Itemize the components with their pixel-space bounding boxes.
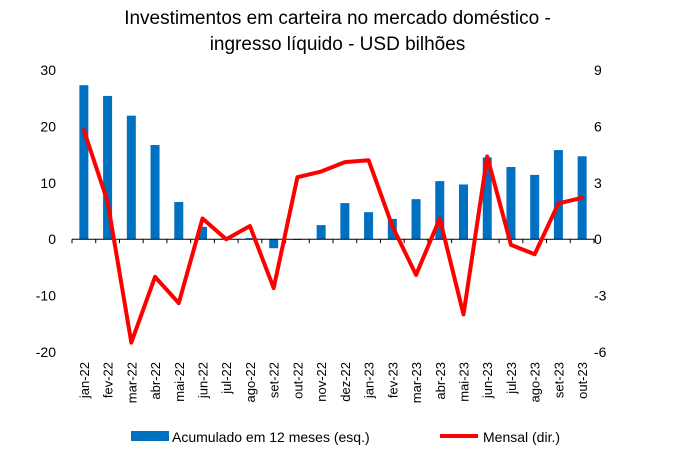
x-tick-label-mar-23: mar-23 — [409, 362, 424, 403]
bar-mai-23 — [459, 184, 468, 240]
right-tick-label: 6 — [594, 118, 602, 134]
chart-title-line2: ingresso líquido - USD bilhões — [209, 34, 466, 55]
x-tick-label-mai-23: mai-23 — [457, 362, 472, 402]
chart-title: Investimentos em carteira no mercado dom… — [0, 6, 675, 58]
x-tick-label-fev-22: fev-22 — [101, 362, 116, 398]
x-tick-label-abr-23: abr-23 — [433, 362, 448, 400]
bar-mai-22 — [174, 201, 184, 240]
legend-bar-label: Acumulado em 12 meses (esq.) — [172, 429, 370, 445]
bar-jun-23 — [482, 157, 492, 240]
left-axis-ticks: 30 20 10 0 -10 -20 — [36, 62, 56, 360]
bar-ago-22 — [245, 238, 255, 240]
right-tick-label: 3 — [594, 175, 602, 191]
x-axis-ticks: jan-22 fev-22 mar-22 abr-22 mai-22 jun-22 jul-… — [77, 362, 590, 403]
bar-jun-22 — [198, 226, 207, 240]
bar-jan-22 — [79, 85, 89, 240]
chart-title-line1: Investimentos em carteira no mercado dom… — [124, 8, 551, 29]
x-tick-label-out-23: out-23 — [575, 362, 590, 399]
x-tick-label-jul-23: jul-23 — [504, 362, 519, 395]
legend: Acumulado em 12 meses (esq.) Mensal (dir… — [131, 429, 560, 445]
x-tick-label-jul-22: jul-22 — [219, 362, 234, 395]
bar-jan-23 — [364, 212, 374, 240]
bar-nov-22 — [316, 225, 326, 240]
left-tick-label: -20 — [36, 344, 56, 360]
left-tick-label: -10 — [36, 288, 56, 304]
x-tick-label-fev-23: fev-23 — [385, 362, 400, 398]
x-tick-label-mai-22: mai-22 — [172, 362, 187, 402]
zero-line-layer — [71, 238, 595, 244]
bar-jul-23 — [506, 167, 516, 240]
x-tick-label-jun-23: jun-23 — [480, 362, 495, 399]
right-tick-label: -3 — [594, 288, 607, 304]
left-tick-label: 20 — [40, 118, 56, 134]
x-tick-label-mar-22: mar-22 — [124, 362, 139, 403]
left-tick-label: 10 — [40, 175, 56, 191]
line-series-mensal — [81, 128, 585, 345]
bar-fev-22 — [103, 95, 113, 240]
right-tick-label: 0 — [594, 231, 602, 247]
bar-mar-23 — [411, 199, 421, 240]
x-tick-label-nov-22: nov-22 — [314, 362, 329, 402]
line-layer — [81, 128, 585, 345]
left-tick-label: 30 — [40, 62, 56, 78]
bar-dez-22 — [340, 203, 350, 240]
left-tick-label: 0 — [48, 231, 56, 247]
bar-set-22 — [269, 239, 279, 249]
x-tick-label-out-22: out-22 — [290, 362, 305, 399]
x-tick-label-set-22: set-22 — [267, 362, 282, 398]
legend-line-label: Mensal (dir.) — [483, 429, 560, 445]
x-tick-label-jan-22: jan-22 — [77, 362, 92, 399]
x-tick-label-jan-23: jan-23 — [362, 362, 377, 399]
bar-abr-22 — [150, 145, 160, 240]
x-tick-label-ago-23: ago-23 — [528, 362, 543, 402]
bars-layer — [79, 85, 587, 249]
bar-mar-22 — [126, 115, 136, 240]
bar-ago-23 — [530, 174, 540, 240]
right-axis-ticks: 9 6 3 0 -3 -6 — [594, 62, 607, 360]
legend-bar-swatch — [131, 431, 169, 441]
x-tick-label-set-23: set-23 — [551, 362, 566, 398]
bar-set-23 — [553, 150, 563, 240]
x-tick-label-ago-22: ago-22 — [243, 362, 258, 402]
x-tick-label-jun-22: jun-22 — [196, 362, 211, 399]
x-tick-label-abr-22: abr-22 — [148, 362, 163, 400]
right-tick-label: -6 — [594, 344, 607, 360]
x-tick-label-dez-22: dez-22 — [338, 362, 353, 402]
right-tick-label: 9 — [594, 62, 602, 78]
bar-abr-23 — [435, 181, 445, 240]
